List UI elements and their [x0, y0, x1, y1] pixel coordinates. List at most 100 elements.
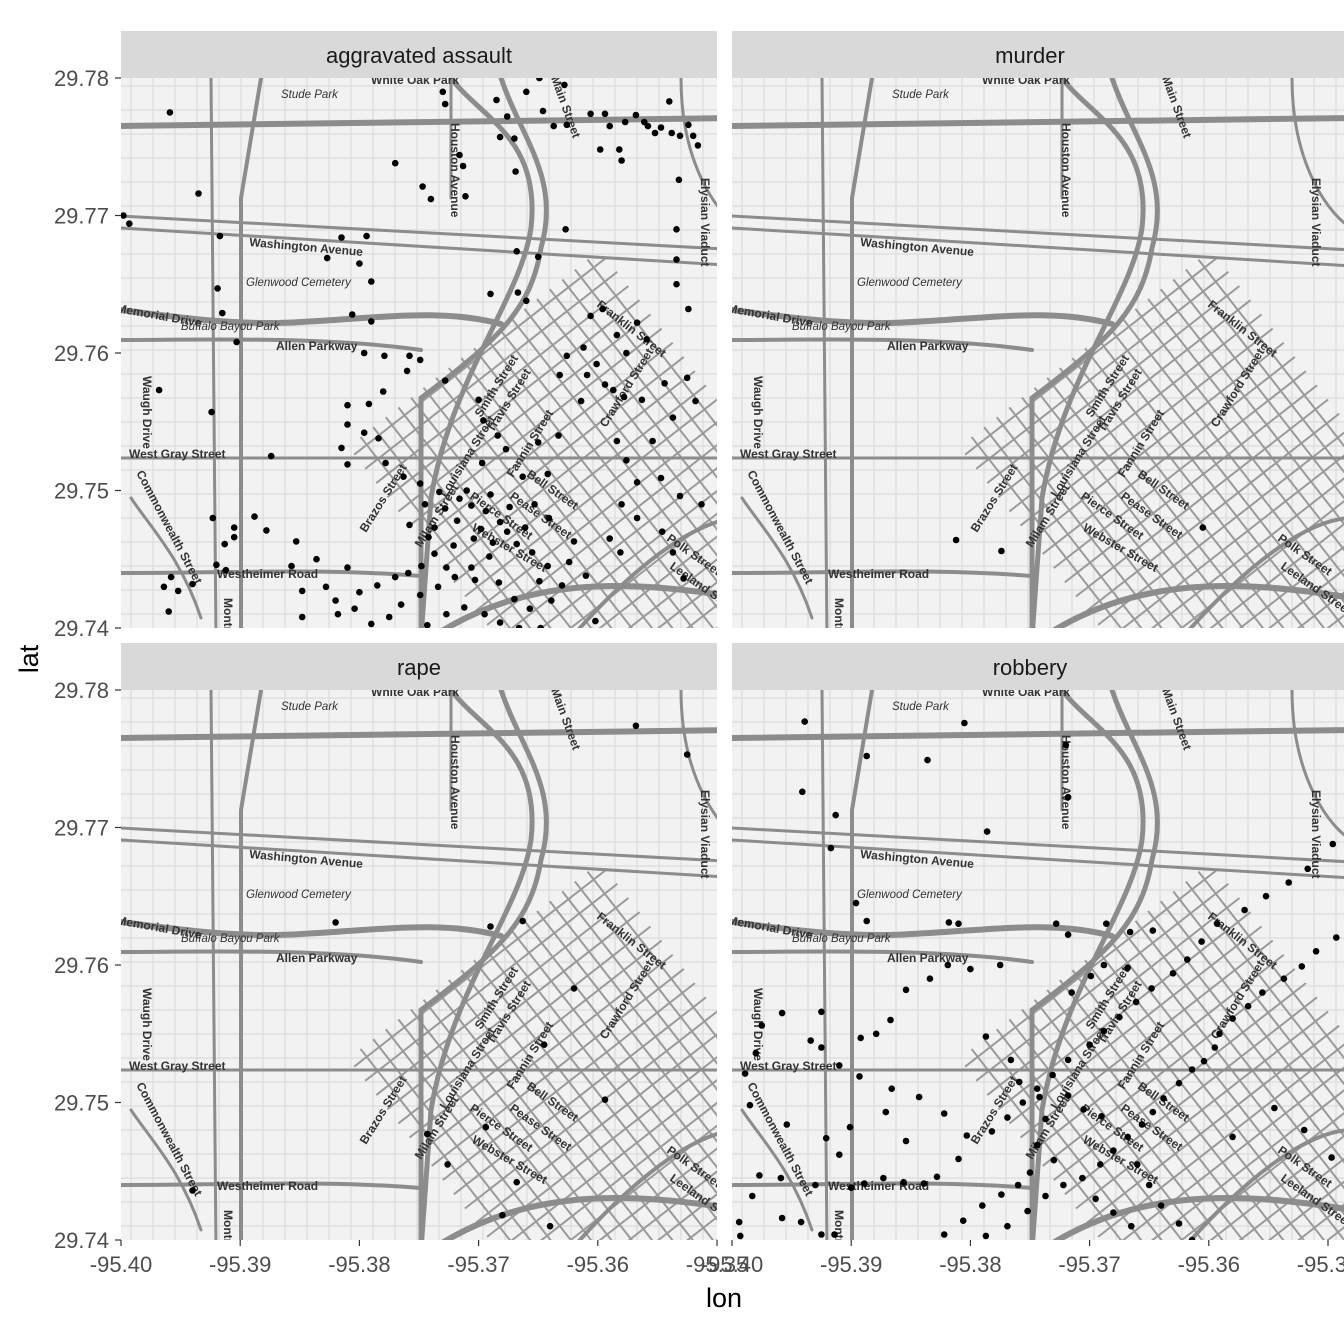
map-label: West Gray Street [740, 1059, 837, 1073]
map-label: White Oak Park [371, 73, 459, 87]
crime-point [1026, 1169, 1034, 1176]
crime-point [486, 553, 493, 560]
crime-point [900, 1178, 907, 1186]
crime-point [818, 1044, 825, 1051]
crime-point [599, 305, 606, 313]
crime-point [555, 432, 562, 439]
crime-point [638, 396, 646, 404]
crime-point [195, 190, 202, 197]
crime-point [832, 811, 839, 819]
crime-point [644, 122, 652, 130]
facet-strip [121, 643, 717, 690]
crime-point [539, 107, 547, 115]
crime-point [1213, 920, 1221, 927]
crime-point [189, 580, 196, 588]
crime-point [933, 1173, 941, 1181]
crime-point [676, 132, 684, 140]
crime-point [496, 518, 504, 526]
crime-point [587, 110, 594, 118]
map-label: White Oak Park [982, 685, 1070, 699]
crime-point [166, 109, 174, 116]
crime-point [471, 576, 479, 584]
crime-point [213, 561, 220, 569]
crime-point [741, 1070, 749, 1077]
basemap-minor-streets [121, 690, 717, 1240]
crime-point [513, 248, 520, 255]
map-label: Stude Park [892, 701, 950, 713]
crime-point [601, 1096, 609, 1103]
crime-point [216, 232, 224, 240]
crime-point [673, 280, 680, 288]
x-axis-title: lon [706, 1283, 742, 1313]
crime-point [382, 459, 389, 467]
crime-point [1110, 1209, 1117, 1216]
crime-point [221, 540, 228, 548]
crime-point [633, 479, 641, 486]
crime-point [926, 975, 934, 982]
crime-point [746, 1101, 754, 1109]
facet-panel-robbery: robbery White Oak Park Stude Park Houston A… [732, 643, 1344, 1240]
crime-point [436, 488, 443, 496]
crime-point [1300, 1126, 1308, 1134]
crime-point [963, 1132, 971, 1139]
crime-point [998, 1191, 1005, 1198]
crime-point [513, 1178, 520, 1186]
x-tick-label: -95.35 [686, 1252, 748, 1277]
crime-point [998, 547, 1005, 555]
crime-point [680, 575, 687, 582]
crime-point [534, 439, 542, 446]
crime-point [512, 168, 519, 175]
crime-point [582, 572, 590, 579]
crime-point [618, 501, 625, 508]
crime-point [570, 538, 578, 545]
crime-point [749, 1192, 756, 1200]
crime-point [887, 1016, 894, 1024]
crime-point [882, 1108, 890, 1116]
crime-point [856, 1073, 863, 1080]
crime-point [1014, 1181, 1022, 1189]
crime-point [565, 558, 573, 566]
crime-point [534, 253, 542, 261]
crime-point [673, 226, 680, 233]
crime-points [189, 722, 691, 1230]
crime-point [827, 844, 835, 852]
x-tick-label: -95.36 [567, 1252, 629, 1277]
crime-point [996, 961, 1004, 969]
crime-point [480, 417, 487, 424]
basemap-major-roads [732, 78, 1344, 628]
crime-point [1079, 1174, 1086, 1182]
crime-point [251, 513, 258, 520]
crime-point [323, 254, 331, 262]
crime-point [944, 961, 952, 969]
basemap-major-roads [121, 690, 717, 1240]
map-label: Elysian Viaduct [1309, 178, 1323, 266]
crime-point [1145, 1181, 1153, 1189]
x-tick-label: -95.36 [1178, 1252, 1240, 1277]
crime-point [632, 722, 640, 730]
crime-point [506, 503, 513, 511]
crime-point [514, 289, 522, 296]
crime-point [1103, 920, 1110, 927]
basemap-major-roads [121, 78, 717, 628]
crime-point [801, 718, 808, 725]
map-label: West Gray Street [129, 1059, 226, 1073]
crime-point [1199, 524, 1207, 531]
crime-point [618, 157, 625, 164]
crime-point [863, 917, 870, 925]
crime-point [1097, 1161, 1104, 1168]
crime-point [880, 1174, 887, 1182]
crime-points [952, 524, 1207, 555]
crime-point [425, 533, 432, 541]
crime-point [360, 349, 368, 357]
y-tick-label: 29.74 [54, 616, 109, 641]
crime-point [657, 474, 665, 482]
map-label: Westheimer Road [217, 1179, 318, 1193]
crime-point [332, 919, 339, 926]
crime-point [298, 613, 306, 621]
crime-point [233, 338, 240, 346]
basemap-minor-streets [732, 78, 1344, 628]
crime-point [400, 473, 407, 481]
crime-point [230, 533, 238, 541]
crime-point [902, 1137, 910, 1145]
